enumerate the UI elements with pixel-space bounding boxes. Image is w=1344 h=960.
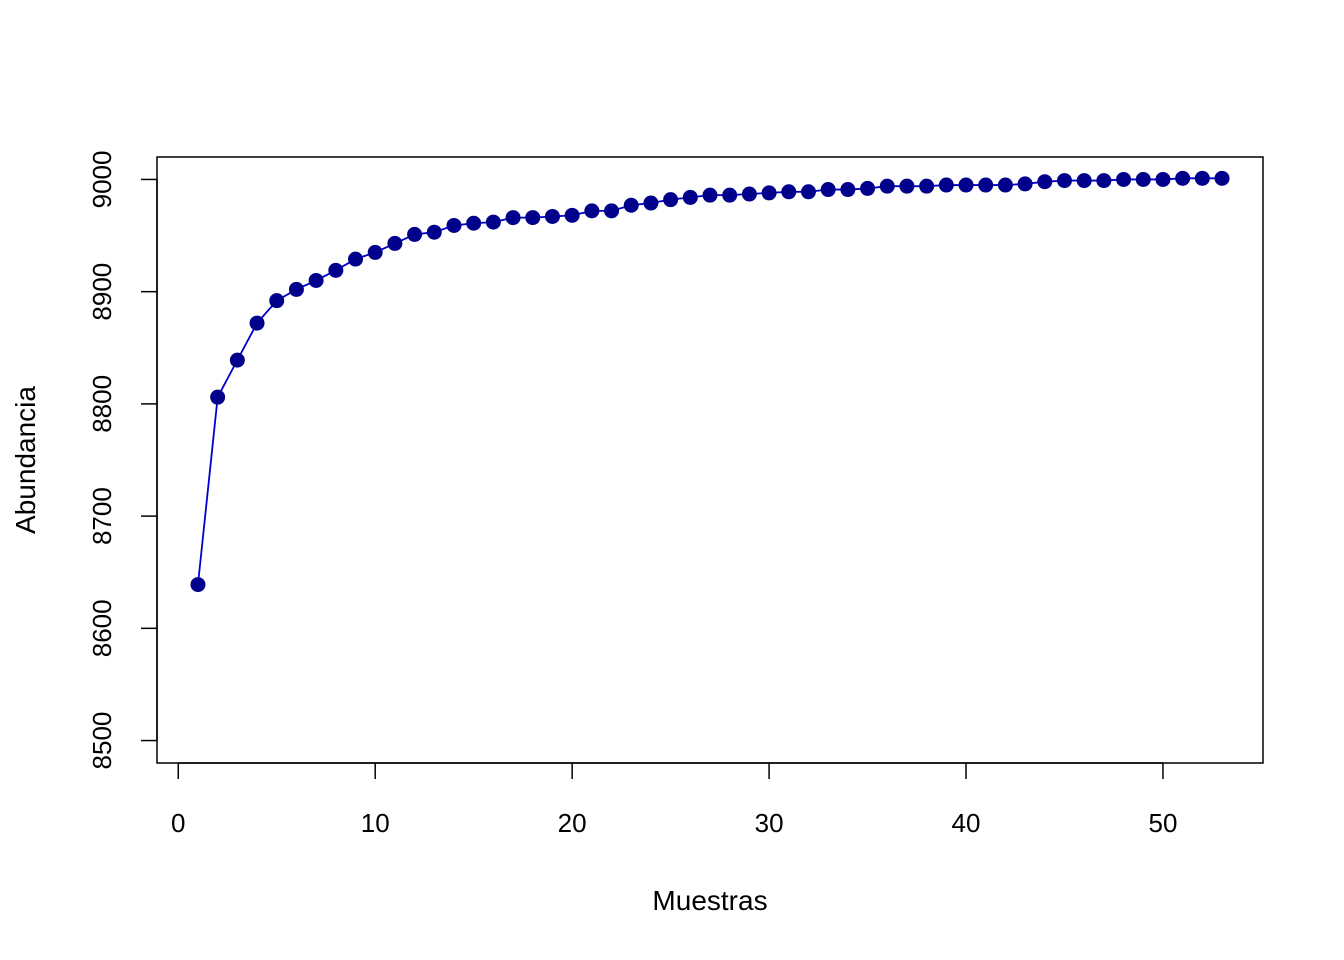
data-point [722,187,738,203]
data-point [781,184,797,200]
data-point [288,281,304,297]
data-point [623,197,639,213]
data-point [407,226,423,242]
plot-frame [156,156,1264,764]
data-point [564,207,580,223]
y-tick-label: 8700 [87,487,117,545]
data-point [761,185,777,201]
data-point [1116,171,1132,187]
y-tick-label: 8600 [87,599,117,657]
data-point [1076,173,1092,189]
data-point [525,210,541,226]
data-point [190,577,206,593]
y-axis: 8500 8600 8700 8800 8900 9000 [87,151,158,770]
data-point [328,262,344,278]
data-point [446,217,462,233]
data-point [840,182,856,198]
y-tick-label: 8800 [87,375,117,433]
series-group [190,170,1230,593]
data-point [426,224,442,240]
x-axis-title: Muestras [652,885,767,916]
data-point [978,177,994,193]
data-point [1037,174,1053,190]
data-point [860,180,876,196]
data-point [348,251,364,267]
data-point [1155,171,1171,187]
data-point [702,187,718,203]
data-point [1194,170,1210,186]
data-point [899,178,915,194]
x-tick-label: 30 [755,808,784,838]
y-tick-label: 8900 [87,263,117,321]
data-point [1017,176,1033,192]
y-tick-label: 9000 [87,151,117,209]
data-point [367,244,383,260]
data-point [269,293,285,309]
data-point [1214,170,1230,186]
data-point [308,272,324,288]
data-point [544,208,560,224]
x-tick-label: 50 [1148,808,1177,838]
x-tick-label: 10 [361,808,390,838]
data-point [604,203,620,219]
data-point [820,182,836,198]
data-point [505,210,521,226]
data-point [584,203,600,219]
data-point [741,186,757,202]
data-point [643,195,659,211]
y-tick-label: 8500 [87,712,117,770]
y-axis-title: Abundancia [10,386,41,534]
series-line [197,177,1223,585]
data-point [800,184,816,200]
x-tick-label: 40 [952,808,981,838]
data-point [879,178,895,194]
data-point [249,315,265,331]
data-point [919,178,935,194]
data-point [1056,173,1072,189]
data-point [663,192,679,208]
data-point [485,214,501,230]
x-tick-label: 0 [171,808,185,838]
data-point [997,177,1013,193]
x-axis: 0 10 20 30 40 50 [171,762,1177,838]
data-point [1175,170,1191,186]
data-point [682,189,698,205]
x-tick-label: 20 [558,808,587,838]
data-point [1096,173,1112,189]
data-point [210,389,226,405]
data-point [1135,171,1151,187]
data-point [229,352,245,368]
data-point [938,177,954,193]
data-point [958,177,974,193]
data-point [466,215,482,231]
data-point [387,235,403,251]
